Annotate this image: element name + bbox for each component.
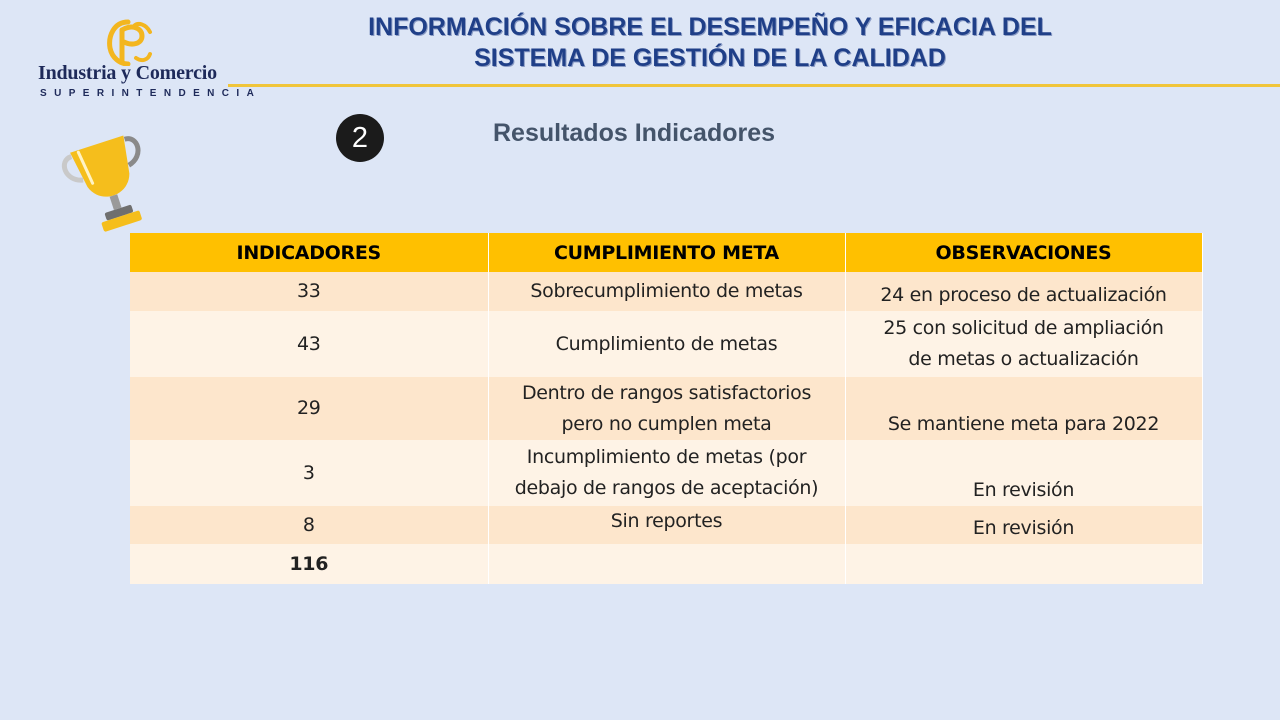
cell-text: Se mantiene meta para 2022 [887,413,1160,435]
cell-text: pero no cumplen meta [561,412,772,435]
cell-observaciones: 25 con solicitud de ampliación de metas … [845,311,1203,377]
cell-text: Sobrecumplimiento de metas [530,280,803,302]
cell-cumplimiento: Sobrecumplimiento de metas [488,272,846,311]
cell-cumplimiento: Dentro de rangos satisfactorios pero no … [488,377,846,440]
cell-total: 116 [130,544,489,584]
cell-text: En revisión [972,479,1075,501]
cell-cumplimiento: Sin reportes [488,506,846,544]
cell-text: 24 en proceso de actualización [880,284,1167,306]
cell-observaciones: 24 en proceso de actualización [845,272,1203,311]
table-row: 29 Dentro de rangos satisfactorios pero … [130,377,1203,440]
cell-indicadores: 8 [130,506,489,544]
cell-indicadores: 3 [130,440,489,506]
cell-text: debajo de rangos de aceptación) [514,477,819,499]
logo-organization-name: Industria y Comercio [38,62,217,84]
cell-text: Sin reportes [610,510,723,532]
cell-text: 25 con solicitud de ampliación [883,317,1164,339]
cell-text: Dentro de rangos satisfactorios [521,381,812,404]
cell-empty [845,544,1203,584]
cell-observaciones: En revisión [845,506,1203,544]
logo-tagline: SUPERINTENDENCIA [40,88,262,99]
column-header-indicadores: INDICADORES [130,233,489,272]
table-row: 8 Sin reportes En revisión [130,506,1203,544]
cell-cumplimiento: Cumplimiento de metas [488,311,846,377]
section-number-badge: 2 [336,114,384,162]
logo-mark-icon [107,19,152,66]
cell-observaciones: Se mantiene meta para 2022 [845,377,1203,440]
cell-cumplimiento: Incumplimiento de metas (por debajo de r… [488,440,846,506]
section-title: Resultados Indicadores [493,119,776,147]
organization-logo: Industria y Comercio SUPERINTENDENCIA [36,18,254,102]
column-header-cumplimiento-meta: CUMPLIMIENTO META [488,233,846,272]
column-header-observaciones: OBSERVACIONES [845,233,1203,272]
cell-text: En revisión [972,517,1075,539]
page-title: INFORMACIÓN SOBRE EL DESEMPEÑO Y EFICACI… [280,12,1140,74]
cell-indicadores: 33 [130,272,489,311]
cell-empty [488,544,846,584]
table-row: 33 Sobrecumplimiento de metas 24 en proc… [130,272,1203,311]
page-title-line1: INFORMACIÓN SOBRE EL DESEMPEÑO Y EFICACI… [368,13,1052,41]
table-header-row: INDICADORES CUMPLIMIENTO META OBSERVACIO… [130,233,1203,272]
table-row: 43 Cumplimiento de metas 25 con solicitu… [130,311,1203,377]
header-divider [228,84,1280,87]
cell-indicadores: 29 [130,377,489,440]
cell-text: de metas o actualización [908,348,1139,370]
table-total-row: 116 [130,544,1203,584]
indicators-table: INDICADORES CUMPLIMIENTO META OBSERVACIO… [130,233,1203,584]
page-title-line2: SISTEMA DE GESTIÓN DE LA CALIDAD [474,44,946,72]
cell-indicadores: 43 [130,311,489,377]
cell-text: Incumplimiento de metas (por [526,446,807,468]
cell-observaciones: En revisión [845,440,1203,506]
trophy-icon [61,135,142,232]
table-row: 3 Incumplimiento de metas (por debajo de… [130,440,1203,506]
cell-text: Cumplimiento de metas [555,332,778,355]
